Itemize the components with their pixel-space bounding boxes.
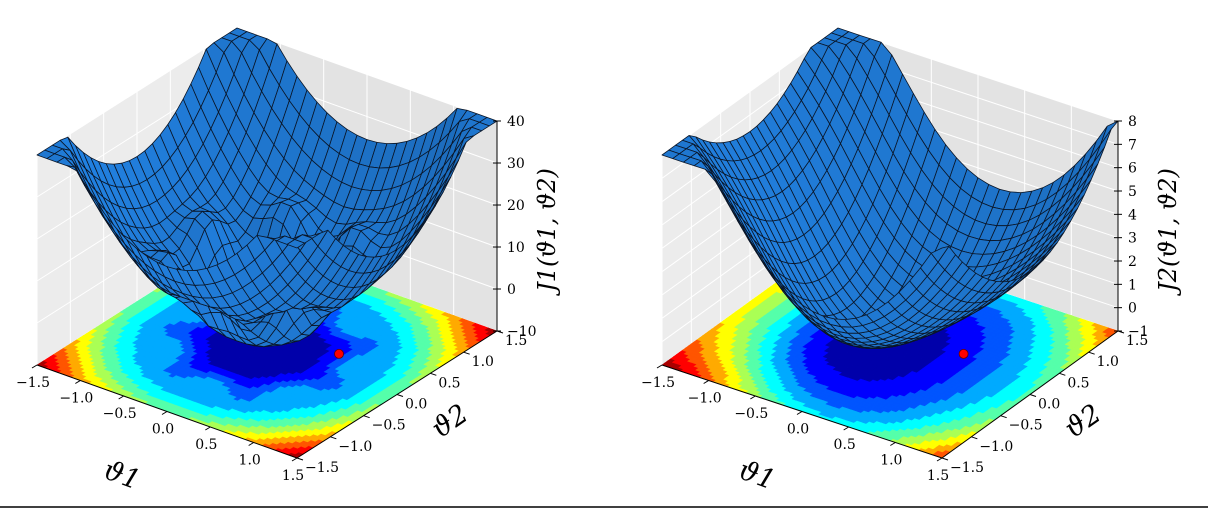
y-tick-label: 0.0 bbox=[405, 397, 427, 413]
y-tick-label: −1.0 bbox=[338, 439, 372, 455]
x-tick-label: 0.5 bbox=[195, 437, 217, 453]
z-tick-label: 8 bbox=[1128, 114, 1137, 130]
surface bbox=[661, 27, 1119, 350]
y-tick-label: −1.5 bbox=[950, 460, 984, 476]
y-axis-label: ϑ2 bbox=[426, 398, 474, 444]
y-tick-label: 0.5 bbox=[1067, 375, 1089, 391]
surface-plot-j2: −1 0 1 2 3 4 5 6 7 8 J2(ϑ1, ϑ2) −1.5 −1.0 −0.5 0.0 0.5 1… bbox=[641, 27, 1182, 497]
y-tick-label: 1.0 bbox=[472, 354, 494, 370]
minimum-marker bbox=[958, 348, 969, 359]
x-tick-label: −0.5 bbox=[734, 406, 768, 422]
x-tick-label: −1.0 bbox=[688, 391, 722, 407]
x-tick-label: 0.0 bbox=[152, 422, 174, 438]
z-tick-label: 0 bbox=[1128, 301, 1137, 317]
x-tick-label: 1.0 bbox=[239, 453, 261, 469]
x-tick-label: −1.5 bbox=[641, 375, 675, 391]
z-axis-label: J1(ϑ1, ϑ2) bbox=[533, 168, 561, 297]
y-tick-label: −0.5 bbox=[1009, 418, 1043, 434]
z-tick-label: 2 bbox=[1128, 254, 1137, 270]
y-tick-label: 1.0 bbox=[1097, 354, 1119, 370]
z-tick-label: 10 bbox=[507, 240, 525, 256]
x-axis-label: ϑ1 bbox=[734, 455, 779, 497]
x-tick-label: 0.0 bbox=[787, 422, 809, 438]
y-axis-label: ϑ2 bbox=[1059, 398, 1107, 444]
x-tick-label: 1.5 bbox=[927, 468, 949, 484]
y-tick-label: 1.5 bbox=[505, 333, 527, 349]
z-tick-label: 0 bbox=[507, 282, 516, 298]
x-axis-label: ϑ1 bbox=[99, 455, 144, 497]
y-tick-label: 0.0 bbox=[1038, 397, 1060, 413]
y-tick-label: −1.0 bbox=[979, 439, 1013, 455]
x-tick-label: −0.5 bbox=[103, 406, 137, 422]
y-tick-label: −1.5 bbox=[305, 460, 339, 476]
minimum-marker bbox=[334, 348, 344, 359]
x-tick-label: 0.5 bbox=[834, 437, 856, 453]
x-tick-label: −1.0 bbox=[59, 391, 93, 407]
surface bbox=[36, 27, 498, 348]
y-tick-label: 1.5 bbox=[1126, 333, 1148, 349]
z-tick-label: 6 bbox=[1128, 161, 1137, 177]
z-tick-label: 4 bbox=[1128, 207, 1137, 223]
x-tick-label: −1.5 bbox=[16, 375, 50, 391]
z-tick-label: −10 bbox=[507, 324, 537, 340]
z-tick-label: 5 bbox=[1128, 184, 1137, 200]
z-tick-label: 7 bbox=[1128, 137, 1137, 153]
z-tick-label: 30 bbox=[507, 156, 525, 172]
y-tick-label: 0.5 bbox=[438, 375, 460, 391]
x-tick-label: 1.5 bbox=[282, 468, 304, 484]
z-tick-label: 20 bbox=[507, 198, 525, 214]
z-tick-label: 40 bbox=[507, 114, 525, 130]
z-tick-label: 3 bbox=[1128, 231, 1137, 247]
x-tick-label: 1.0 bbox=[880, 453, 902, 469]
z-tick-label: 1 bbox=[1128, 277, 1137, 293]
y-tick-label: −0.5 bbox=[372, 418, 406, 434]
z-tick-label: −1 bbox=[1128, 324, 1149, 340]
z-axis-label: J2(ϑ1, ϑ2) bbox=[1154, 168, 1182, 297]
